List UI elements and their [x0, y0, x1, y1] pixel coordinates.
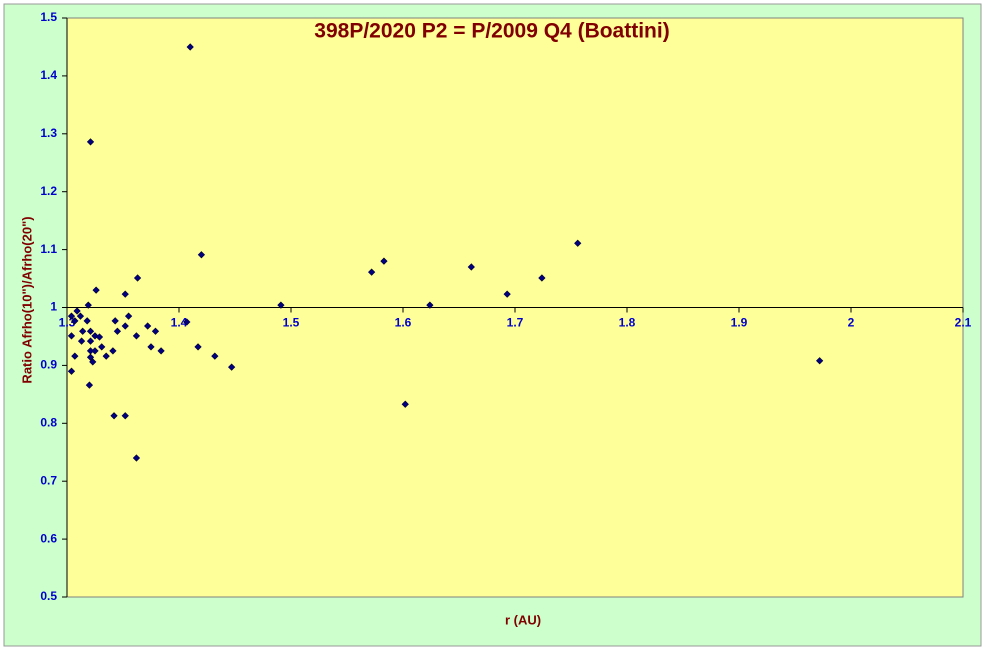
- x-tick-label: 1.7: [507, 316, 524, 330]
- data-point: [86, 327, 95, 335]
- data-point: [124, 312, 133, 320]
- y-tick-label: 0.5: [40, 589, 57, 603]
- y-tick-label: 1: [50, 300, 57, 314]
- y-tick-label: 1.4: [40, 68, 57, 82]
- data-point: [503, 290, 511, 298]
- data-point: [73, 307, 81, 315]
- y-tick-label: 0.7: [40, 473, 57, 487]
- data-point: [121, 412, 129, 420]
- data-point: [71, 317, 79, 325]
- data-point: [89, 358, 97, 366]
- data-point: [113, 327, 122, 335]
- chart-title: 398P/2020 P2 = P/2009 Q4 (Boattini): [314, 20, 669, 43]
- y-tick-label: 0.8: [40, 415, 57, 429]
- x-tick-label: 2.1: [955, 316, 972, 330]
- x-axis-label: r (AU): [505, 612, 541, 627]
- data-point: [102, 352, 110, 360]
- data-point: [147, 343, 155, 351]
- data-point: [157, 347, 165, 355]
- data-point: [91, 347, 99, 355]
- data-point: [84, 301, 92, 309]
- x-tick-label: 2: [848, 316, 855, 330]
- data-point: [183, 318, 191, 326]
- data-point: [121, 290, 129, 298]
- y-tick-label: 1.2: [40, 184, 57, 198]
- data-point: [467, 263, 475, 271]
- data-point: [85, 381, 94, 389]
- x-tick-label: 1.9: [731, 316, 748, 330]
- y-tick-label: 0.9: [40, 358, 57, 372]
- data-point: [86, 337, 95, 345]
- x-tick-label: 1.6: [395, 316, 412, 330]
- x-tick-label: 1.5: [283, 316, 300, 330]
- y-tick-label: 1.3: [40, 126, 57, 140]
- data-point: [816, 357, 824, 365]
- data-point: [92, 286, 100, 294]
- data-point: [111, 317, 119, 325]
- data-point: [194, 343, 202, 351]
- data-point: [574, 239, 582, 247]
- data-point: [77, 337, 86, 345]
- data-point: [86, 138, 95, 146]
- data-point: [95, 333, 104, 341]
- data-point: [86, 353, 95, 361]
- data-point: [79, 327, 87, 335]
- data-point: [211, 352, 219, 360]
- data-point: [133, 274, 142, 282]
- data-point: [401, 400, 409, 408]
- data-point: [186, 43, 194, 51]
- data-point: [71, 352, 79, 360]
- data-point: [67, 312, 76, 320]
- y-tick-label: 0.6: [40, 531, 57, 545]
- data-point: [109, 347, 117, 355]
- data-point: [121, 322, 129, 330]
- data-point: [132, 332, 141, 340]
- data-point: [277, 301, 285, 309]
- data-point: [98, 343, 106, 351]
- data-point: [228, 363, 236, 371]
- data-point: [151, 327, 160, 335]
- y-tick-label: 1.1: [40, 242, 57, 256]
- y-tick-label: 1.5: [40, 10, 57, 24]
- data-point: [76, 312, 85, 320]
- data-point: [426, 301, 434, 309]
- data-point: [197, 251, 206, 259]
- x-tick-label: 1.4: [171, 316, 188, 330]
- data-point: [368, 268, 376, 276]
- data-point: [144, 322, 152, 330]
- data-point: [380, 257, 388, 265]
- data-point: [67, 332, 76, 340]
- y-axis-label: Ratio Afrho(10")/Afrho(20"): [19, 216, 34, 383]
- x-tick-label: 1.8: [619, 316, 636, 330]
- data-point: [132, 454, 141, 462]
- data-point: [83, 317, 91, 325]
- data-point: [67, 367, 76, 375]
- data-point: [110, 412, 118, 420]
- data-point: [538, 274, 546, 282]
